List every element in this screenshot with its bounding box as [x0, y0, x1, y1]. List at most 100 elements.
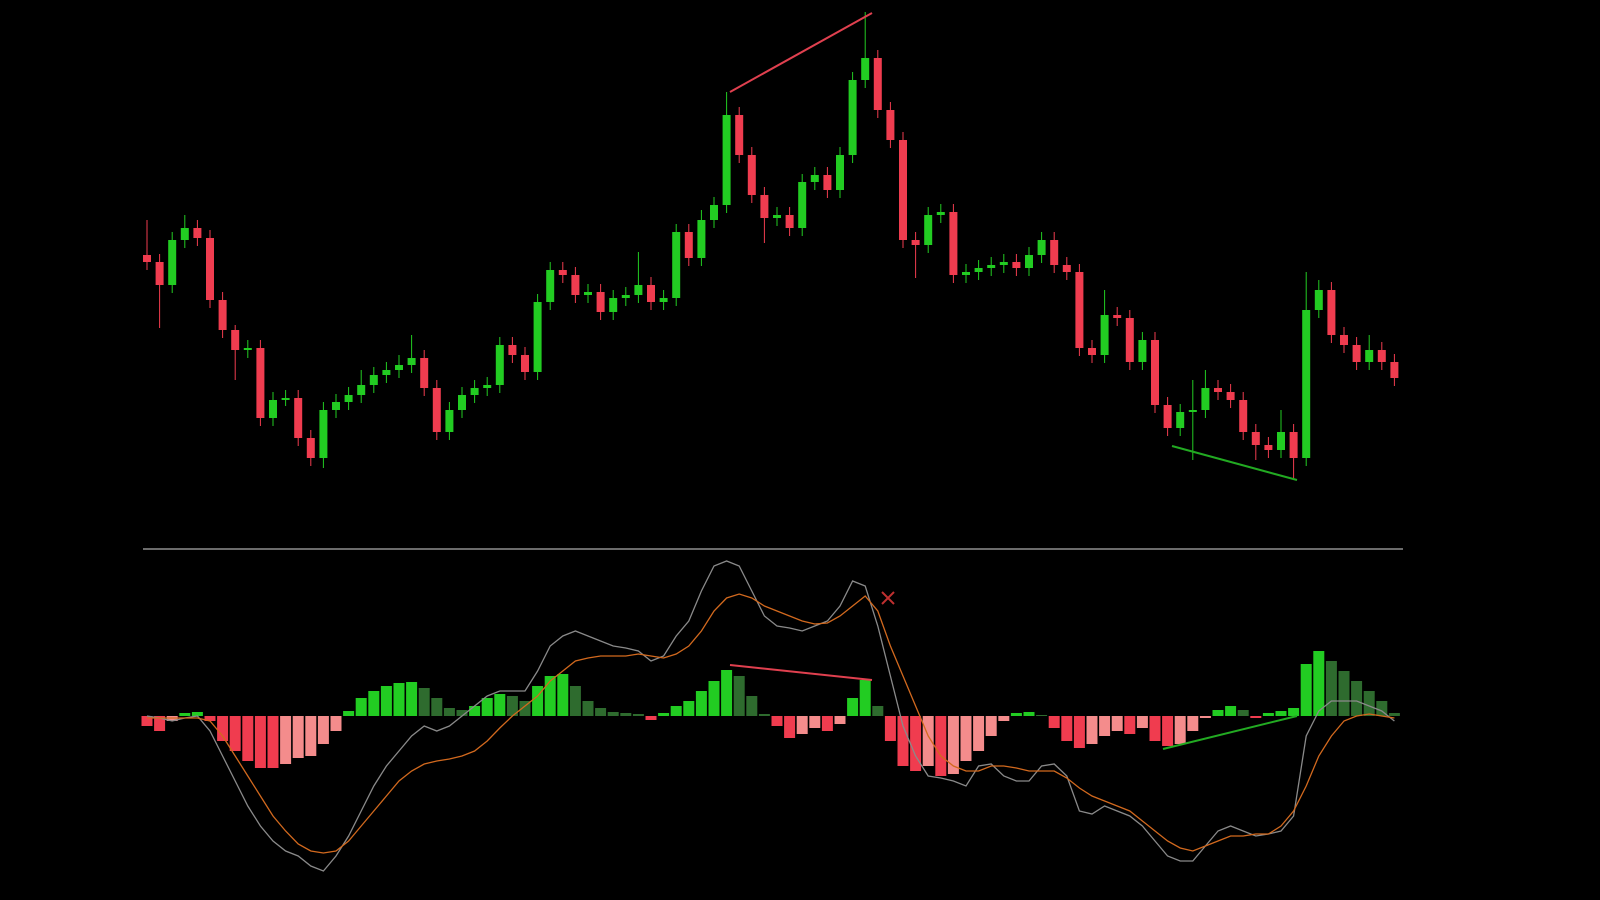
candle-body — [810, 175, 819, 182]
candle-body — [420, 358, 429, 388]
candle-body — [1201, 388, 1210, 410]
histogram-bar — [456, 710, 468, 716]
histogram-bar — [910, 716, 922, 771]
histogram-bar — [469, 706, 481, 716]
histogram-bar — [821, 716, 833, 731]
histogram-bar — [1288, 708, 1300, 716]
candle-body — [609, 298, 618, 312]
candle-body — [180, 228, 189, 240]
histogram-bar — [431, 698, 443, 716]
histogram-bar — [771, 716, 783, 726]
candle-body — [231, 330, 240, 350]
candle-body — [1314, 290, 1323, 310]
candle-body — [206, 238, 214, 300]
candle-body — [773, 215, 781, 218]
candle-body — [1100, 315, 1109, 355]
candle-body — [1176, 412, 1185, 428]
candle-body — [1125, 318, 1134, 362]
candle-body — [873, 58, 882, 110]
candle-body — [521, 355, 529, 372]
candle-body — [1151, 340, 1159, 405]
candle-body — [344, 395, 353, 402]
macd-line — [146, 560, 1395, 872]
histogram-bar — [884, 716, 896, 741]
candle-body — [735, 115, 744, 155]
histogram-bar — [733, 676, 745, 716]
histogram-bar — [305, 716, 317, 756]
candle-body — [1138, 340, 1147, 362]
histogram-bar — [292, 716, 304, 758]
histogram-bar — [1174, 716, 1186, 744]
candle-body — [143, 255, 151, 262]
histogram-bar — [1212, 710, 1224, 716]
histogram-bar — [1162, 716, 1174, 746]
histogram-bar — [1363, 691, 1375, 716]
candle-body — [495, 345, 504, 385]
candle-body — [1239, 400, 1248, 432]
candle-body — [974, 268, 983, 272]
histogram-bar — [254, 716, 266, 768]
candle-body — [256, 348, 265, 418]
histogram-bar — [1325, 661, 1337, 716]
histogram-bar — [343, 711, 355, 716]
candle-body — [1113, 315, 1122, 318]
histogram-bar — [746, 696, 758, 716]
candle-body — [899, 140, 907, 240]
candle-body — [319, 410, 328, 458]
candle-body — [332, 402, 340, 410]
candle-body — [861, 58, 870, 80]
histogram-bar — [1237, 710, 1249, 716]
candle-body — [785, 215, 794, 228]
histogram-bar — [973, 716, 985, 751]
candle-body — [218, 300, 227, 330]
candle-body — [886, 110, 895, 140]
candle-body — [1012, 262, 1021, 268]
candle-body — [382, 370, 391, 375]
histogram-bar — [280, 716, 292, 764]
candle-body — [1340, 335, 1348, 345]
histogram-bar — [154, 716, 166, 731]
histogram-bar — [179, 713, 191, 716]
histogram-bar — [595, 708, 607, 716]
histogram-bar — [557, 674, 569, 716]
histogram-bar — [985, 716, 997, 736]
histogram-bar — [683, 701, 695, 716]
candle-body — [168, 240, 177, 285]
histogram-bar — [141, 716, 153, 726]
bearish-divergence-price — [729, 12, 873, 93]
histogram-bar — [380, 686, 392, 716]
candle-body — [395, 365, 403, 370]
candle-body — [584, 292, 592, 295]
candle-body — [1289, 432, 1298, 458]
candle-body — [647, 285, 655, 302]
histogram-bar — [317, 716, 329, 744]
histogram-bar — [1351, 681, 1363, 716]
candle-body — [848, 80, 857, 155]
candle-body — [155, 262, 164, 285]
histogram-bar — [922, 716, 934, 766]
histogram-bar — [506, 696, 518, 716]
candle-body — [823, 175, 832, 190]
candle-body — [1264, 445, 1273, 450]
candle-body — [1226, 392, 1235, 400]
histogram-bar — [368, 691, 380, 716]
histogram-bar — [443, 708, 455, 716]
candle-body — [1088, 348, 1096, 355]
candle-body — [798, 182, 807, 228]
histogram-bar — [1313, 651, 1325, 716]
candle-body — [672, 232, 681, 298]
histogram-bar — [796, 716, 808, 734]
histogram-bar — [418, 688, 430, 716]
histogram-bar — [784, 716, 796, 738]
candle-body — [936, 212, 945, 215]
candle-body — [1327, 290, 1336, 335]
histogram-bar — [1136, 716, 1148, 728]
histogram-bar — [1061, 716, 1073, 741]
candle-body — [1188, 410, 1197, 412]
candle-body — [294, 398, 303, 438]
histogram-bar — [695, 691, 707, 716]
histogram-bar — [721, 670, 733, 716]
histogram-bar — [1099, 716, 1111, 736]
candle-body — [911, 240, 920, 245]
